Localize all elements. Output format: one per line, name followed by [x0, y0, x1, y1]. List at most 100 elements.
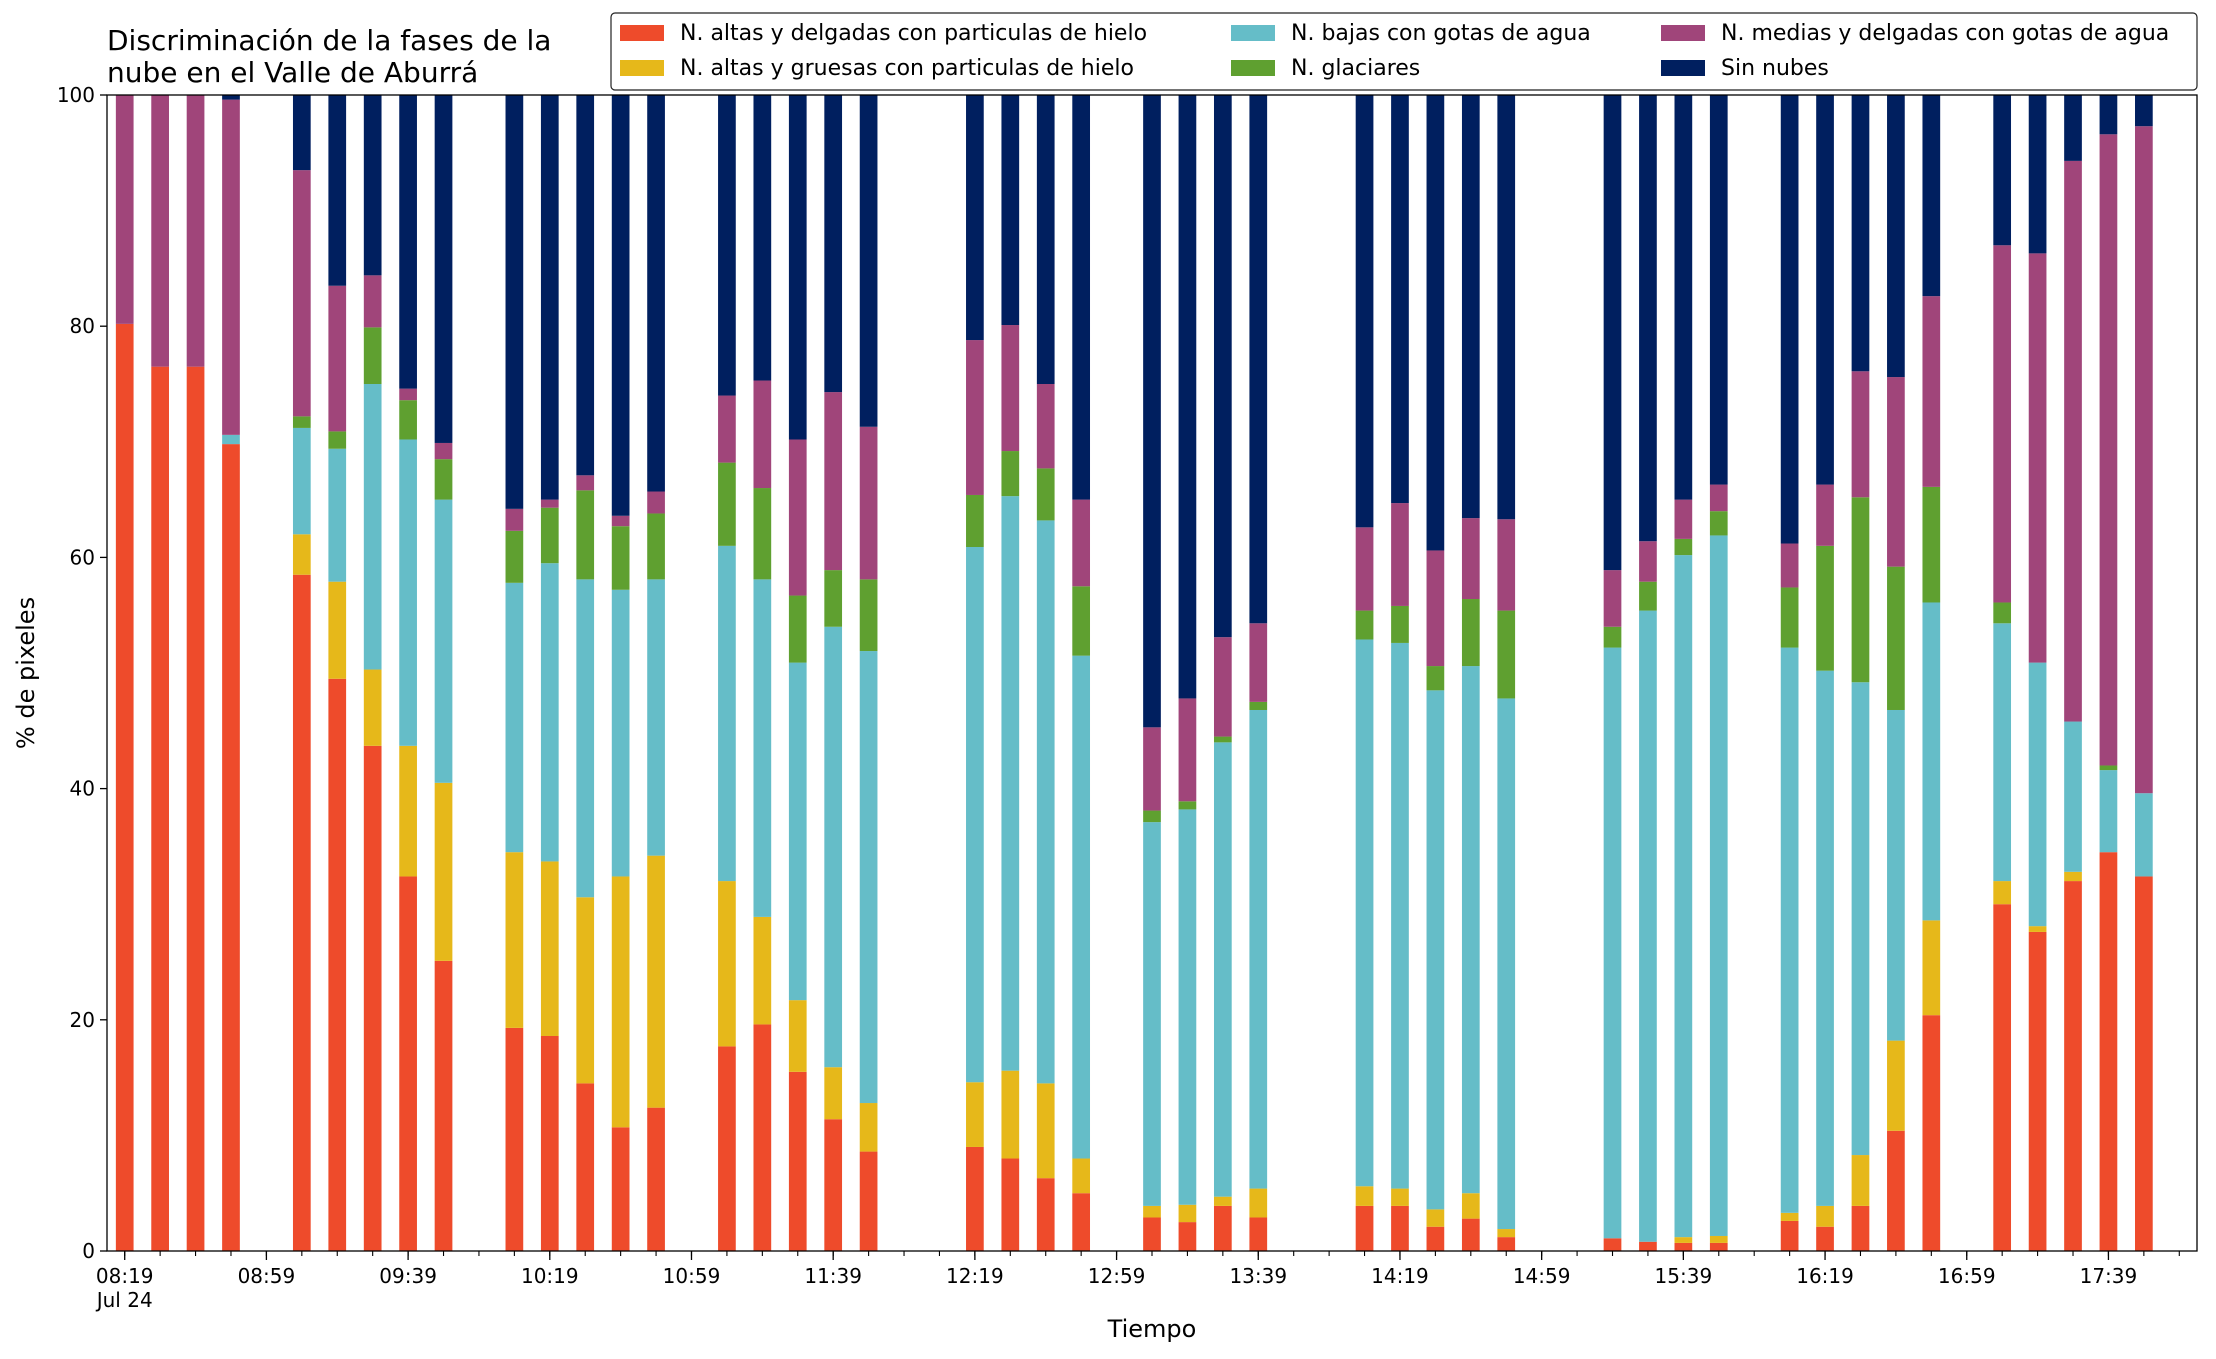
bar-segment: [647, 579, 665, 856]
bar-segment: [1816, 545, 1834, 671]
bar-segment: [1213, 1205, 1232, 1251]
bar-stack-1109: [718, 95, 736, 1251]
bar-stack-0909: [292, 95, 311, 1251]
chart-title-line: nube en el Valle de Aburrá: [107, 56, 478, 89]
bar-segment: [1426, 550, 1445, 667]
legend-entry: N. bajas con gotas de agua: [1231, 21, 1591, 46]
bar-segment: [1249, 95, 1268, 624]
bar-segment: [611, 1127, 630, 1251]
bar-segment: [1922, 1015, 1941, 1251]
x-tick-label: 14:19: [1371, 1264, 1429, 1288]
bar-segment: [966, 547, 984, 1083]
bar-segment: [859, 95, 878, 427]
x-tick-label: 11:39: [804, 1264, 862, 1288]
bar-segment: [2099, 852, 2118, 1251]
bar-segment: [753, 1024, 772, 1251]
bar-segment: [151, 95, 169, 367]
bar-segment: [151, 366, 169, 1251]
bar-segment: [1036, 1178, 1055, 1251]
bar-segment: [1001, 496, 1020, 1071]
bar-stack-1639: [1887, 95, 1905, 1251]
x-tick-label: 12:59: [1088, 1264, 1146, 1288]
bar-segment: [1391, 1205, 1409, 1251]
bar-segment: [505, 530, 524, 583]
bar-stack-1729: [2064, 95, 2082, 1251]
y-axis-label: % de pixeles: [12, 597, 40, 749]
x-tick-label: 16:59: [1938, 1264, 1996, 1288]
bar-segment: [576, 897, 595, 1084]
bar-segment: [328, 285, 347, 432]
bar-stack-1439: [1461, 95, 1480, 1251]
bar-segment: [1391, 95, 1409, 504]
bar-segment: [540, 95, 559, 500]
bar-segment: [1603, 626, 1622, 648]
bar-segment: [1178, 95, 1197, 699]
bar-segment: [718, 395, 736, 463]
legend-swatch: [620, 25, 664, 41]
bar-segment: [2099, 770, 2118, 853]
bar-segment: [1851, 1155, 1870, 1206]
bar-segment: [824, 392, 843, 571]
bar-segment: [1461, 518, 1480, 600]
bar-segment: [1922, 486, 1941, 603]
bar-segment: [2028, 662, 2047, 927]
bar-segment: [222, 99, 240, 435]
bar-segment: [611, 589, 630, 877]
bar-segment: [363, 745, 382, 1251]
bar-segment: [363, 327, 382, 384]
legend-entry: N. glaciares: [1231, 56, 1420, 81]
bar-segment: [1887, 709, 1905, 1041]
bar-segment: [1497, 610, 1516, 699]
legend-label: N. medias y delgadas con gotas de agua: [1721, 21, 2169, 46]
legend-entry: N. medias y delgadas con gotas de agua: [1661, 21, 2169, 46]
bar-segment: [1178, 698, 1197, 802]
bar-stack-1329: [1213, 95, 1232, 1251]
bar-stack-0829: [151, 95, 169, 1251]
bar-segment: [1851, 371, 1870, 498]
bar-segment: [576, 490, 595, 580]
bar-segment: [540, 507, 559, 564]
bar-segment: [1922, 95, 1941, 297]
bar-segment: [2099, 134, 2118, 766]
bar-stack-1029: [576, 95, 595, 1251]
bar-segment: [1072, 1193, 1091, 1251]
bar-segment: [399, 439, 417, 746]
bar-segment: [753, 380, 772, 489]
bar-segment: [1780, 1220, 1799, 1251]
bar-segment: [1072, 1158, 1091, 1194]
bar-segment: [1922, 920, 1941, 1016]
x-tick-label: 09:39: [379, 1264, 437, 1288]
bar-segment: [1426, 690, 1445, 1210]
bar-stack-1119: [753, 95, 772, 1251]
bar-segment: [1001, 451, 1020, 497]
bar-segment: [2135, 95, 2153, 127]
bar-segment: [434, 442, 453, 460]
bar-stack-1319: [1178, 95, 1197, 1251]
bar-segment: [363, 669, 382, 746]
bar-segment: [966, 95, 984, 341]
bar-segment: [788, 1000, 807, 1072]
bar-segment: [1249, 623, 1268, 702]
bar-segment: [1249, 1188, 1268, 1218]
bar-segment: [611, 526, 630, 590]
bar-segment: [1143, 95, 1161, 728]
bar-stack-1339: [1249, 95, 1268, 1251]
bar-segment: [1816, 95, 1834, 485]
bar-segment: [1178, 809, 1197, 1205]
bar-segment: [647, 95, 665, 492]
legend-label: N. altas y gruesas con particulas de hie…: [680, 56, 1134, 81]
bar-segment: [1178, 801, 1197, 810]
bar-segment: [505, 852, 524, 1028]
bar-segment: [1709, 535, 1728, 1236]
bar-segment: [1461, 666, 1480, 1194]
bar-segment: [1674, 1237, 1693, 1243]
legend-entry: N. altas y delgadas con particulas de hi…: [620, 21, 1147, 46]
bar-segment: [1001, 325, 1020, 452]
x-tick-label: 13:39: [1229, 1264, 1287, 1288]
bar-segment: [824, 626, 843, 1068]
bar-segment: [1461, 95, 1480, 519]
bar-stack-1019: [540, 95, 559, 1251]
bar-segment: [2064, 160, 2082, 722]
bar-segment: [576, 579, 595, 898]
bar-segment: [505, 1027, 524, 1251]
